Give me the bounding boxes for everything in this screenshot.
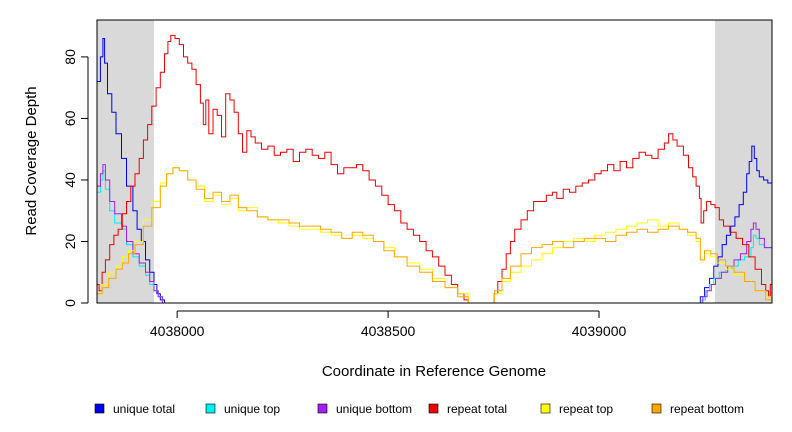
series-line-repeat-top	[97, 167, 773, 304]
series-line-unique-bottom	[97, 164, 773, 304]
x-axis-title: Coordinate in Reference Genome	[322, 363, 546, 380]
shaded-regions	[97, 20, 772, 303]
shaded-region-1	[715, 20, 772, 303]
x-tick-label: 4038000	[150, 323, 205, 339]
x-axis: 4038000 4038500 4039000	[150, 310, 627, 339]
legend-item: unique top	[205, 402, 280, 416]
legend: unique total unique top unique bottom repea…	[94, 402, 744, 416]
shaded-region-0	[97, 20, 154, 303]
legend-item: repeat top	[540, 402, 613, 416]
y-axis-title: Read Coverage Depth	[23, 86, 40, 235]
legend-label: unique total	[113, 402, 175, 416]
legend-item: repeat bottom	[651, 402, 744, 416]
legend-item: unique total	[94, 402, 175, 416]
legend-swatch	[651, 403, 662, 414]
y-tick-label: 20	[62, 233, 78, 249]
x-tick-label: 4039000	[572, 323, 627, 339]
legend-swatch	[94, 403, 105, 414]
series-line-unique-total	[97, 38, 772, 304]
legend-swatch	[540, 403, 551, 414]
plot-frame	[96, 19, 773, 304]
series-line-repeat-bottom	[97, 167, 773, 304]
y-tick-label: 80	[62, 49, 78, 65]
legend-item: unique bottom	[317, 402, 412, 416]
legend-label: repeat top	[559, 402, 613, 416]
legend-label: repeat bottom	[670, 402, 744, 416]
legend-swatch	[428, 403, 439, 414]
legend-swatch	[205, 403, 216, 414]
series-lines	[97, 34, 773, 304]
series-line-repeat-total	[97, 34, 773, 304]
legend-swatch	[317, 403, 328, 414]
legend-label: repeat total	[447, 402, 507, 416]
legend-label: unique top	[224, 402, 280, 416]
series-line-unique-top	[97, 170, 772, 304]
legend-label: unique bottom	[336, 402, 412, 416]
x-tick-label: 4038500	[361, 323, 416, 339]
y-tick-label: 0	[62, 299, 78, 307]
y-tick-label: 60	[62, 110, 78, 126]
y-tick-label: 40	[62, 172, 78, 188]
legend-item: repeat total	[428, 402, 507, 416]
y-axis: 0 20 40 60 80	[62, 49, 89, 307]
